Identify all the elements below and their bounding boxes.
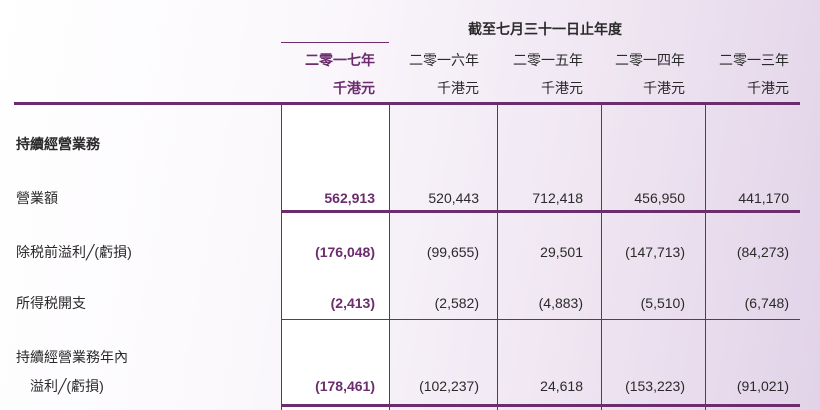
unit-header-2013: 千港元 <box>747 80 789 96</box>
col-divider <box>389 104 390 410</box>
year-header-2016: 二零一六年 <box>409 52 479 68</box>
cell-year-profit-2014: (153,223) <box>625 378 685 394</box>
col-divider <box>281 104 282 410</box>
cell-tax-2017: (2,413) <box>330 295 375 311</box>
cell-year-profit-2016: (102,237) <box>419 378 479 394</box>
cell-year-profit-2015: 24,618 <box>540 378 583 394</box>
cell-pretax-2013: (84,273) <box>736 244 789 260</box>
cell-pretax-2015: 29,501 <box>540 244 583 260</box>
section-title: 持續經營業務 <box>16 136 100 152</box>
cell-tax-2016: (2,582) <box>434 295 479 311</box>
row-label-pretax: 除税前溢利╱(虧損) <box>16 244 132 260</box>
row-rule <box>281 319 800 320</box>
cell-revenue-2014: 456,950 <box>634 190 685 206</box>
year-header-2017: 二零一七年 <box>305 52 375 68</box>
cell-year-profit-2017: (178,461) <box>315 378 375 394</box>
col-divider <box>601 104 602 410</box>
cell-revenue-2017: 562,913 <box>324 190 375 206</box>
highlight-column-bg <box>281 104 389 410</box>
row-rule <box>281 210 800 213</box>
cell-pretax-2017: (176,048) <box>315 244 375 260</box>
cell-tax-2015: (4,883) <box>538 295 583 311</box>
cell-pretax-2016: (99,655) <box>426 244 479 260</box>
row-label-tax: 所得税開支 <box>16 295 86 311</box>
col-divider <box>705 104 706 410</box>
cell-tax-2013: (6,748) <box>744 295 789 311</box>
cell-revenue-2015: 712,418 <box>532 190 583 206</box>
cell-revenue-2016: 520,443 <box>428 190 479 206</box>
row-label-year-profit-line1: 持續經營業務年內 <box>16 349 128 365</box>
unit-header-2015: 千港元 <box>541 80 583 96</box>
row-label-year-profit-line2: 溢利╱(虧損) <box>30 378 104 394</box>
row-rule <box>281 404 800 407</box>
cell-tax-2014: (5,510) <box>640 295 685 311</box>
header-rule <box>281 42 389 43</box>
year-header-2013: 二零一三年 <box>719 52 789 68</box>
unit-header-2017: 千港元 <box>333 80 375 96</box>
year-header-2015: 二零一五年 <box>513 52 583 68</box>
unit-header-2016: 千港元 <box>437 80 479 96</box>
year-header-2014: 二零一四年 <box>615 52 685 68</box>
col-divider <box>497 104 498 410</box>
cell-year-profit-2013: (91,021) <box>736 378 789 394</box>
row-label-revenue: 營業額 <box>16 190 58 206</box>
cell-pretax-2014: (147,713) <box>625 244 685 260</box>
header-bottom-rule <box>14 102 800 105</box>
period-heading: 截至七月三十一日止年度 <box>468 21 622 37</box>
cell-revenue-2013: 441,170 <box>738 190 789 206</box>
unit-header-2014: 千港元 <box>643 80 685 96</box>
